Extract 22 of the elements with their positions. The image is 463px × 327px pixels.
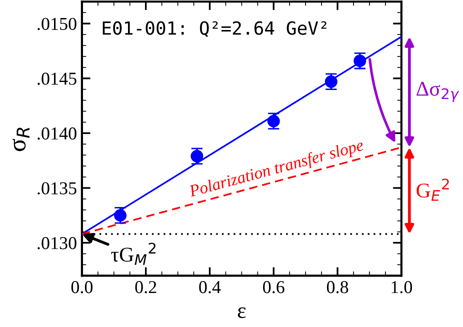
x-axis-title: ε [238, 307, 246, 318]
x-tick-label: 0.0 [71, 281, 93, 294]
x-tick-label: 0.4 [199, 281, 221, 294]
text: G$_{E}$$^{2}$ [416, 178, 449, 201]
point [354, 54, 366, 68]
x-tick-label: 0.2 [135, 281, 156, 294]
point [190, 150, 204, 162]
x-tick-label: 0.8 [326, 281, 348, 294]
y-tick-label: .0135 [38, 182, 76, 194]
y-tick-label: .0145 [38, 72, 76, 85]
x-tick-label: 0.6 [263, 281, 284, 294]
annotation: τG$_{M}$$^{2}$ [111, 242, 156, 265]
point [267, 114, 280, 128]
text: Δσ$_{2γ}$ [416, 82, 460, 102]
point [324, 75, 338, 88]
y-axis-title: σ$_{R}$ [12, 128, 30, 152]
y-tick-label: .0150 [38, 18, 76, 30]
annotation: E01-001: Q²=2.64 GeV² [102, 21, 326, 38]
x-tick-label: 1.0 [392, 281, 412, 294]
y-tick-label: .0130 [38, 237, 76, 250]
y-tick-label: .0140 [38, 127, 76, 140]
point [114, 209, 127, 222]
